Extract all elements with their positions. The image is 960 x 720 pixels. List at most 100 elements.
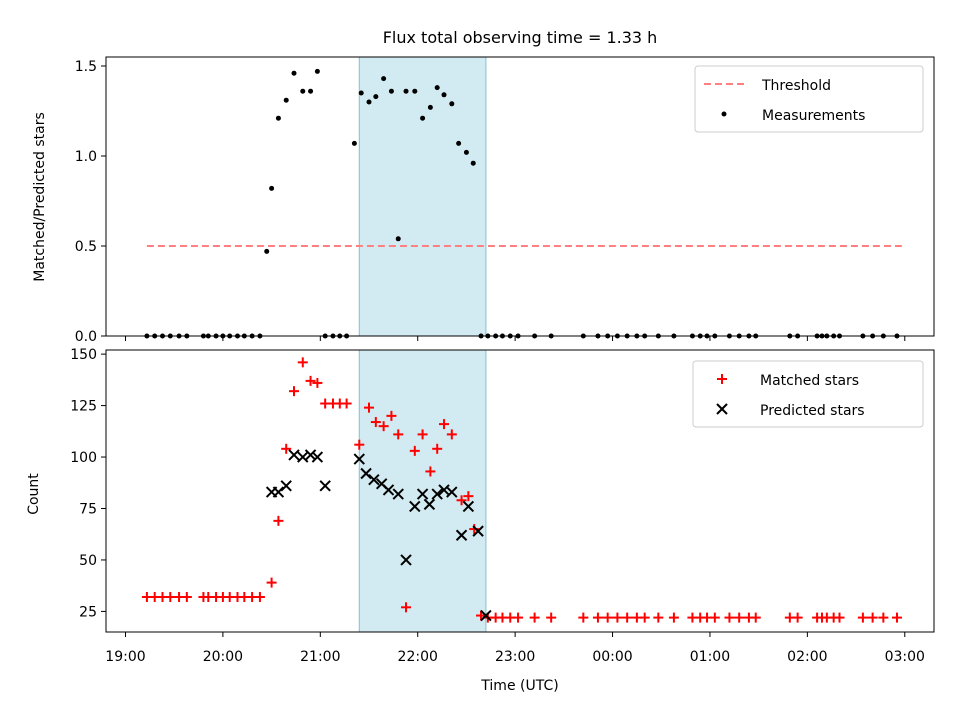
matched-star-point bbox=[181, 592, 192, 603]
matched-star-point bbox=[469, 524, 480, 535]
predicted-star-point bbox=[423, 498, 436, 511]
measurement-point bbox=[366, 99, 372, 105]
matched-star-point bbox=[312, 377, 323, 388]
chart-title: Flux total observing time = 1.33 h bbox=[383, 28, 658, 47]
measurement-point bbox=[395, 236, 401, 242]
predicted-star-point bbox=[446, 486, 458, 498]
matched-star-point bbox=[393, 429, 404, 440]
measurement-point bbox=[351, 140, 357, 146]
predicted-star-stroke-b bbox=[392, 488, 404, 500]
matched-star-point bbox=[463, 491, 474, 502]
matched-star-point bbox=[305, 375, 316, 386]
predicted-star-point bbox=[360, 467, 372, 480]
measurement-point bbox=[412, 88, 418, 94]
legend-matched-swatch bbox=[717, 374, 727, 384]
measurement-point bbox=[381, 76, 387, 82]
predicted-star-stroke-b bbox=[353, 453, 365, 465]
predicted-star-point bbox=[392, 488, 404, 500]
y-tick-label: 0.0 bbox=[75, 329, 97, 345]
top-legend: Threshold Measurements bbox=[694, 65, 924, 133]
top-ylabel: Matched/Predicted stars bbox=[32, 112, 48, 282]
y-tick-label: 100 bbox=[70, 450, 97, 466]
x-tick-label: 01:00 bbox=[690, 649, 730, 665]
top-panel: 0.0 0.5 1.0 1.5 Matched/Predicted stars Thr… bbox=[32, 56, 935, 345]
predicted-star-point bbox=[319, 480, 331, 492]
matched-star-point bbox=[281, 443, 292, 454]
predicted-star-stroke-b bbox=[480, 609, 492, 622]
predicted-star-point bbox=[431, 488, 443, 500]
legend-predicted-swatch bbox=[716, 403, 728, 415]
matched-star-point bbox=[668, 612, 679, 623]
matched-star-point bbox=[891, 612, 902, 623]
y-tick-label: 0.5 bbox=[75, 239, 97, 255]
matched-star-point bbox=[878, 612, 889, 623]
matched-star-point bbox=[425, 466, 436, 477]
predicted-star-stroke-b bbox=[375, 478, 388, 490]
x-tick-label: 23:00 bbox=[495, 649, 535, 665]
matched-star-point bbox=[364, 402, 375, 413]
predicted-star-stroke-b bbox=[280, 480, 292, 492]
x-tick-label: 19:00 bbox=[105, 649, 145, 665]
matched-star-point bbox=[857, 612, 868, 623]
predicted-star-point bbox=[353, 453, 365, 465]
matched-star-point bbox=[612, 612, 623, 623]
measurement-point bbox=[427, 104, 433, 110]
measurement-point bbox=[470, 160, 476, 166]
y-tick-label: 1.0 bbox=[75, 149, 97, 165]
measurement-point bbox=[373, 94, 379, 100]
matched-star-point bbox=[602, 612, 613, 623]
predicted-star-stroke-b bbox=[382, 484, 395, 496]
matched-star-point bbox=[297, 357, 308, 368]
predicted-star-stroke-b bbox=[368, 473, 380, 486]
legend-measurements-label: Measurements bbox=[762, 108, 865, 124]
observing-window-shade bbox=[358, 56, 487, 337]
y-tick-label: 125 bbox=[70, 399, 97, 415]
measurement-point bbox=[275, 115, 281, 121]
matched-star-point bbox=[867, 612, 878, 623]
matched-star-point bbox=[386, 410, 397, 421]
y-tick-label: 1.5 bbox=[75, 59, 97, 75]
measurement-point bbox=[441, 92, 447, 98]
predicted-star-stroke-b bbox=[446, 486, 458, 498]
measurement-point bbox=[269, 185, 275, 191]
predicted-star-stroke-b bbox=[304, 449, 317, 461]
matched-star-point bbox=[592, 612, 603, 623]
bottom-ylabel: Count bbox=[26, 473, 42, 515]
matched-star-point bbox=[266, 577, 277, 588]
bottom-panel: 25 50 75 100 125 150 19:00 20:00 21:00 22:00 23:0… bbox=[26, 347, 935, 694]
predicted-star-stroke-b bbox=[472, 525, 484, 537]
matched-star-point bbox=[273, 515, 284, 526]
matched-star-point bbox=[476, 610, 487, 621]
matched-star-point bbox=[456, 495, 467, 506]
legend-threshold-label: Threshold bbox=[761, 78, 831, 94]
top-axes-frame bbox=[105, 56, 935, 337]
predicted-star-point bbox=[304, 449, 317, 461]
matched-star-point bbox=[734, 612, 745, 623]
measurement-point bbox=[264, 248, 270, 254]
predicted-star-stroke-b bbox=[297, 451, 309, 463]
y-tick-label: 50 bbox=[79, 553, 97, 569]
x-tick-label: 20:00 bbox=[203, 649, 243, 665]
matched-star-point bbox=[709, 612, 720, 623]
matched-star-point bbox=[834, 612, 845, 623]
predicted-star-stroke-b bbox=[462, 500, 475, 513]
x-tick-label: 03:00 bbox=[885, 649, 925, 665]
predicted-star-point bbox=[368, 473, 380, 486]
matched-star-point bbox=[529, 612, 540, 623]
predicted-star-point bbox=[480, 609, 492, 622]
measurement-point bbox=[283, 97, 289, 103]
measurement-point bbox=[403, 88, 409, 94]
matched-star-point bbox=[750, 612, 761, 623]
predicted-star-point bbox=[272, 486, 285, 498]
matched-star-point bbox=[513, 612, 524, 623]
measurement-point bbox=[291, 70, 297, 76]
measurement-point bbox=[388, 88, 394, 94]
predicted-star-point bbox=[472, 525, 484, 537]
matched-star-point bbox=[639, 612, 650, 623]
y-tick-label: 25 bbox=[79, 604, 97, 620]
x-tick-label: 22:00 bbox=[398, 649, 438, 665]
matched-star-point bbox=[432, 443, 443, 454]
matched-star-point bbox=[578, 612, 589, 623]
bottom-legend: Matched stars Predicted stars bbox=[692, 360, 924, 428]
